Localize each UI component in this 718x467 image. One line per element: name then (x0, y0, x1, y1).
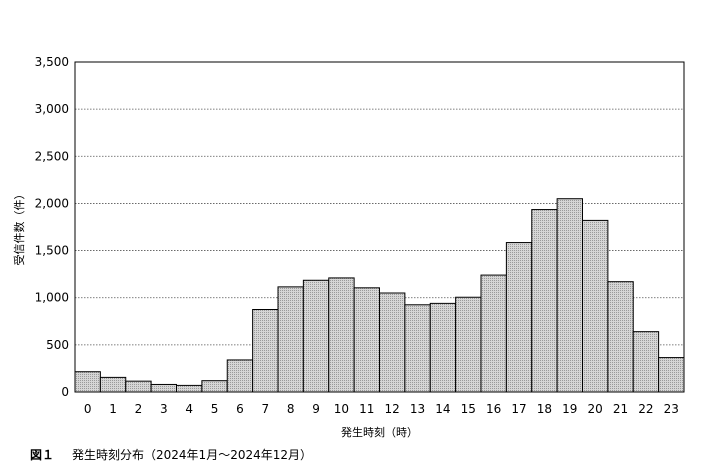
bar-hour-7 (252, 309, 279, 393)
figure-label: 図１ (30, 448, 55, 462)
bar-hour-3 (150, 383, 177, 393)
x-tick-label: 10 (334, 402, 349, 416)
bar-hour-12 (379, 292, 406, 393)
x-tick-label: 2 (135, 402, 143, 416)
y-tick-label: 2,000 (35, 196, 69, 210)
x-tick-label: 11 (359, 402, 374, 416)
figure-caption: 図１ 発生時刻分布（2024年1月～2024年12月） (30, 446, 312, 463)
bar-hour-13 (404, 304, 431, 393)
bar-hour-17 (505, 242, 533, 393)
x-tick-label: 1 (109, 402, 117, 416)
x-tick-label: 8 (287, 402, 295, 416)
bar-hour-0 (74, 371, 101, 393)
x-tick-label: 3 (160, 402, 168, 416)
x-tick-label: 0 (84, 402, 92, 416)
y-tick-label: 0 (61, 385, 69, 399)
bars (74, 198, 685, 393)
bar-hour-4 (176, 384, 203, 393)
bar-hour-18 (531, 209, 558, 393)
x-tick-label: 7 (261, 402, 269, 416)
bar-hour-10 (328, 277, 355, 393)
y-tick-label: 500 (46, 338, 69, 352)
y-tick-label: 3,000 (35, 102, 69, 116)
y-axis-title: 受信件数（件） (13, 189, 26, 266)
x-tick-label: 15 (461, 402, 476, 416)
x-tick-label: 6 (236, 402, 244, 416)
x-axis-ticks: 0 1 2 3 4 5 6 7 8 9 10 11 12 13 14 15 16 17 18 19 20 21 22 23 (84, 402, 679, 416)
y-tick-label: 2,500 (35, 149, 69, 163)
x-axis-title: 発生時刻（時） (341, 425, 418, 439)
x-tick-label: 19 (562, 402, 577, 416)
x-tick-label: 23 (664, 402, 679, 416)
bar-hour-19 (556, 198, 583, 393)
x-tick-label: 16 (486, 402, 501, 416)
y-tick-label: 1,000 (35, 291, 69, 305)
y-axis-ticks: 0 500 1,000 1,500 2,000 2,500 3,000 3,500 (35, 55, 69, 399)
x-tick-label: 20 (588, 402, 603, 416)
bar-hour-16 (480, 274, 507, 393)
x-tick-label: 17 (511, 402, 526, 416)
bar-hour-15 (455, 296, 482, 393)
x-tick-label: 22 (638, 402, 653, 416)
y-tick-label: 3,500 (35, 55, 69, 69)
x-tick-label: 14 (435, 402, 450, 416)
bar-hour-2 (125, 380, 152, 393)
bar-hour-5 (201, 380, 228, 393)
plot-area-frame (74, 61, 685, 393)
bar-hour-11 (353, 287, 380, 393)
x-tick-label: 13 (410, 402, 425, 416)
x-tick-label: 12 (385, 402, 400, 416)
y-tick-label: 1,500 (35, 244, 69, 258)
bar-hour-6 (226, 359, 254, 393)
x-tick-label: 18 (537, 402, 552, 416)
x-tick-label: 5 (211, 402, 219, 416)
bar-hour-20 (582, 219, 609, 393)
x-tick-label: 4 (185, 402, 193, 416)
bar-hour-23 (658, 357, 685, 393)
bar-hour-22 (632, 331, 660, 393)
x-tick-label: 21 (613, 402, 628, 416)
bar-hour-8 (277, 286, 304, 393)
figure-caption-text: 発生時刻分布（2024年1月～2024年12月） (72, 448, 312, 462)
bar-hour-9 (302, 279, 330, 393)
bar-hour-21 (607, 281, 634, 393)
bar-hour-14 (429, 302, 457, 393)
bar-hour-1 (99, 376, 127, 393)
x-tick-label: 9 (312, 402, 320, 416)
